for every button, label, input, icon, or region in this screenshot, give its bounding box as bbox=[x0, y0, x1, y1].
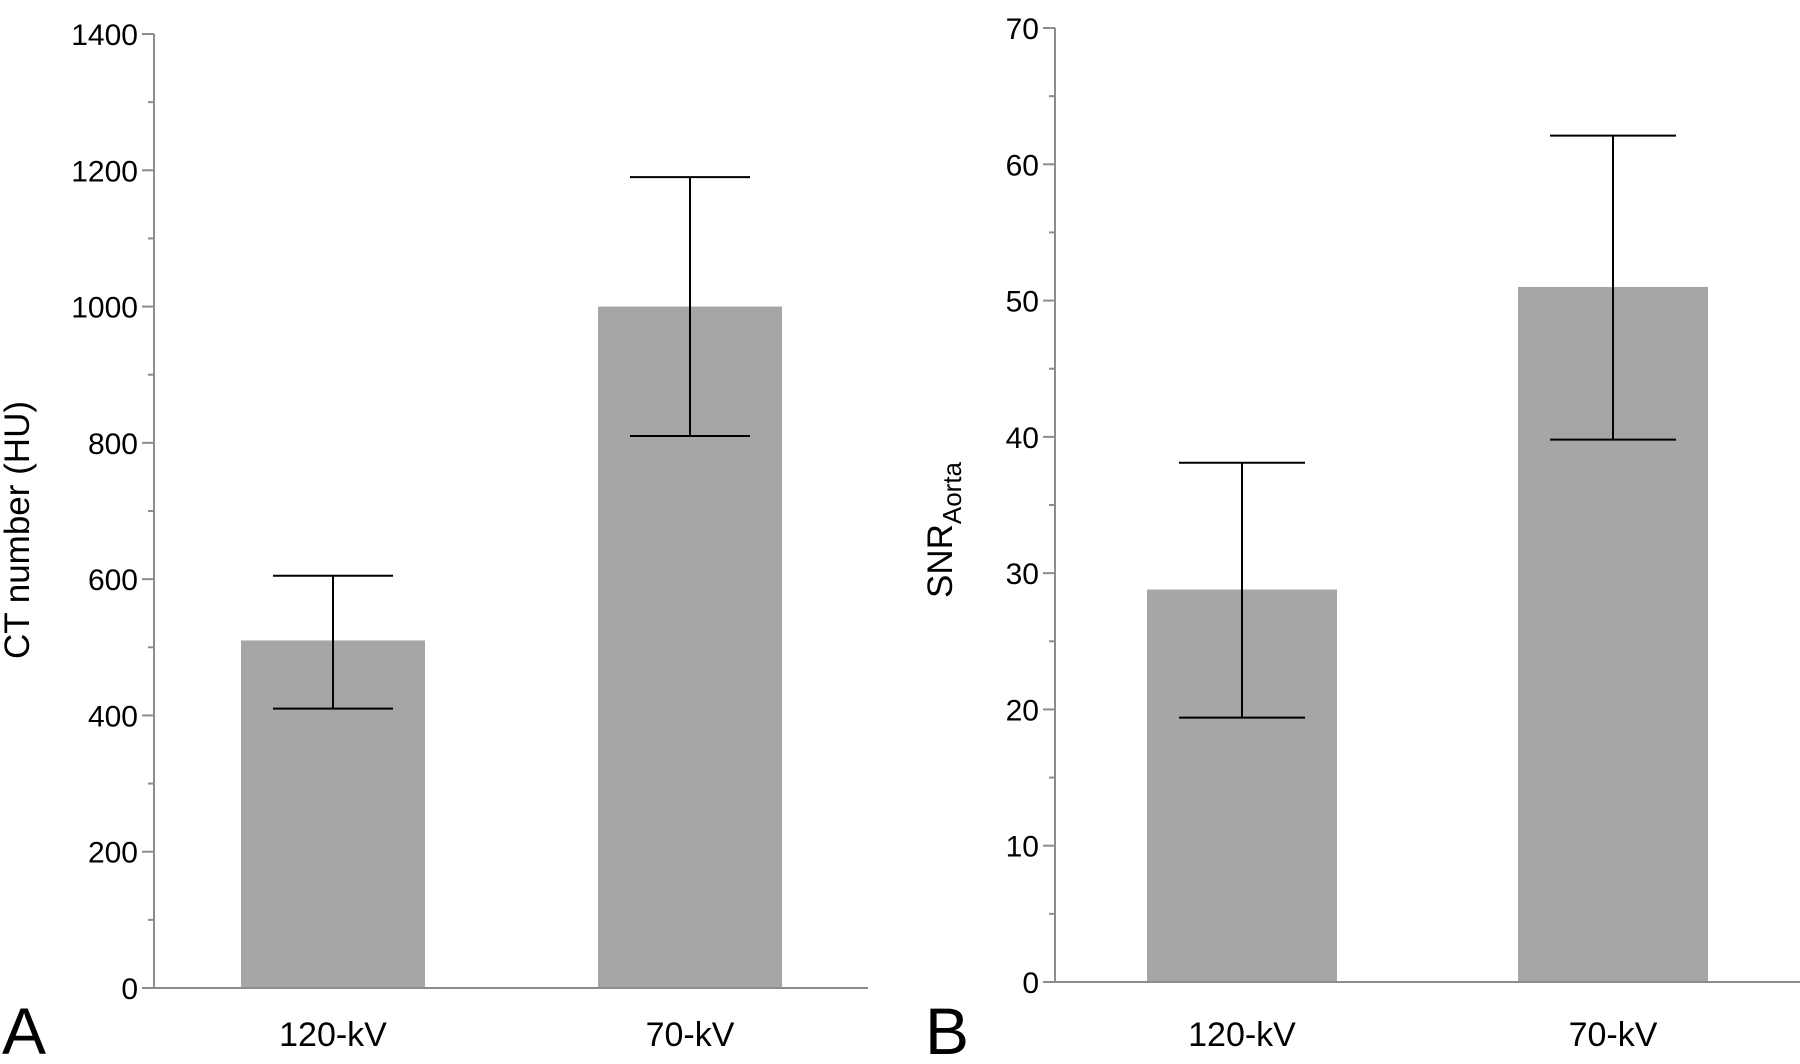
chart-a-y-tick-label: 800 bbox=[88, 428, 138, 461]
chart-a-y-tick-label: 1000 bbox=[71, 292, 138, 325]
chart-a-y-axis-title: CT number (HU) bbox=[0, 401, 37, 659]
chart-b-y-axis-title-subscript: Aorta bbox=[937, 461, 967, 524]
chart-b-panel-label: B bbox=[925, 994, 969, 1064]
chart-b-y-tick-label: 50 bbox=[1006, 286, 1039, 319]
chart-b-category-label-1: 120-kV bbox=[1188, 1016, 1296, 1054]
chart-a-marks: 0 200 400 600 800 1000 1200 1400 120-kV 70-kV bbox=[71, 19, 868, 1054]
chart-b-y-tick-label: 70 bbox=[1006, 13, 1039, 46]
chart-b-marks: 0 10 20 30 40 50 60 70 120-kV 70-kV bbox=[1006, 13, 1800, 1054]
chart-a-y-tick-label: 1400 bbox=[71, 19, 138, 52]
chart-b-y-tick-label: 10 bbox=[1006, 831, 1039, 864]
chart-a-category-label-1: 120-kV bbox=[279, 1016, 387, 1054]
chart-a-category-label-2: 70-kV bbox=[646, 1016, 735, 1054]
chart-a-y-tick-label: 0 bbox=[121, 973, 138, 1006]
chart-a-y-tick-label: 1200 bbox=[71, 155, 138, 188]
chart-b-y-axis-title: SNRAorta bbox=[921, 461, 967, 598]
chart-panel-b: 0 10 20 30 40 50 60 70 120-kV 70-kV SNRAorta B bbox=[921, 13, 1800, 1064]
chart-b-category-label-2: 70-kV bbox=[1569, 1016, 1658, 1054]
chart-b-y-axis-title-main: SNR bbox=[921, 524, 960, 598]
chart-panel-a: 0 200 400 600 800 1000 1200 1400 120-kV 70-kV CT … bbox=[0, 19, 868, 1064]
chart-b-y-tick-label: 60 bbox=[1006, 149, 1039, 182]
chart-a-panel-label: A bbox=[2, 994, 46, 1064]
chart-a-y-tick-label: 600 bbox=[88, 564, 138, 597]
chart-a-y-tick-label: 200 bbox=[88, 837, 138, 870]
chart-b-y-tick-label: 40 bbox=[1006, 422, 1039, 455]
chart-a-y-tick-label: 400 bbox=[88, 700, 138, 733]
chart-b-y-tick-label: 30 bbox=[1006, 558, 1039, 591]
chart-b-y-tick-label: 0 bbox=[1022, 967, 1039, 1000]
chart-b-y-tick-label: 20 bbox=[1006, 694, 1039, 727]
